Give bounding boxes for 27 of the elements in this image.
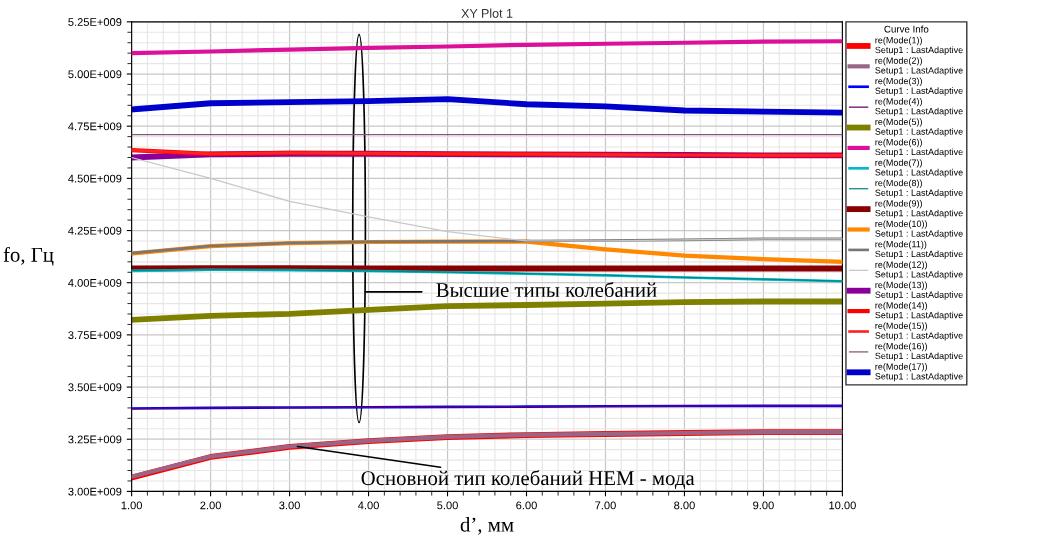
y-tick-label: 4.25E+009 — [68, 226, 122, 235]
y-tick-label: 4.75E+009 — [68, 122, 122, 131]
y-tick-label: 3.50E+009 — [68, 383, 122, 392]
y-axis-title: fo, Гц — [3, 246, 54, 266]
x-tick-label: 1.00 — [121, 501, 142, 510]
y-tick-label: 3.25E+009 — [68, 435, 122, 444]
x-tick-label: 5.00 — [437, 501, 458, 510]
y-tick-label: 5.25E+009 — [68, 18, 122, 26]
annotation: Высшие типы колебаний — [436, 281, 657, 298]
annotation: Основной тип колебаний HEM - мода — [361, 470, 695, 489]
x-tick-label: 10.00 — [829, 501, 856, 510]
x-tick-label: 3.00 — [279, 501, 300, 510]
legend-label: re(Mode(17)) Setup1 : LastAdaptive — [875, 363, 963, 382]
y-tick-label: 4.00E+009 — [68, 278, 122, 287]
legend-title: Curve Info — [884, 25, 929, 33]
chart-title: XY Plot 1 — [461, 8, 513, 18]
x-tick-label: 2.00 — [200, 501, 221, 510]
y-tick-label: 5.00E+009 — [68, 70, 122, 79]
x-tick-label: 4.00 — [357, 501, 379, 510]
x-tick-label: 7.00 — [595, 501, 616, 510]
y-tick-label: 3.75E+009 — [68, 331, 122, 340]
x-tick-label: 8.00 — [674, 501, 695, 510]
x-tick-label: 6.00 — [516, 501, 537, 510]
x-tick-label: 9.00 — [753, 501, 774, 510]
x-axis-title: d’, мм — [460, 517, 514, 535]
y-tick-label: 4.50E+009 — [68, 174, 122, 183]
y-tick-label: 3.00E+009 — [68, 487, 122, 496]
